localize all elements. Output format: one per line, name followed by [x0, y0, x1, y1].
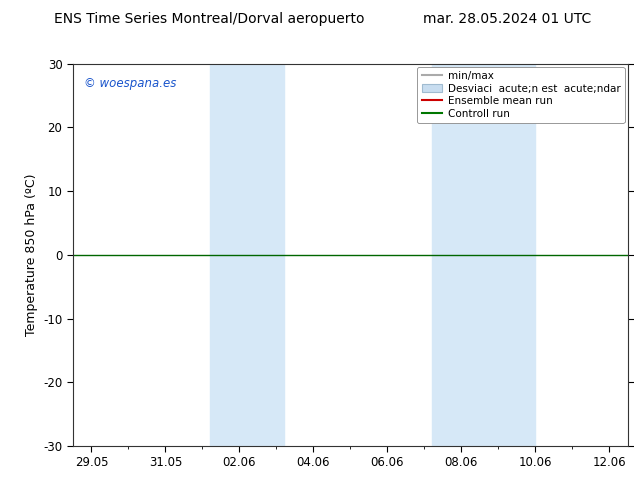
Y-axis label: Temperature 850 hPa (ºC): Temperature 850 hPa (ºC)	[25, 173, 37, 336]
Bar	[210, 64, 284, 446]
Bar	[432, 64, 535, 446]
Text: ENS Time Series Montreal/Dorval aeropuerto: ENS Time Series Montreal/Dorval aeropuer…	[54, 12, 365, 26]
Text: mar. 28.05.2024 01 UTC: mar. 28.05.2024 01 UTC	[423, 12, 592, 26]
Text: © woespana.es: © woespana.es	[84, 77, 176, 90]
Legend: min/max, Desviaci  acute;n est  acute;ndar, Ensemble mean run, Controll run: min/max, Desviaci acute;n est acute;ndar…	[417, 67, 624, 123]
